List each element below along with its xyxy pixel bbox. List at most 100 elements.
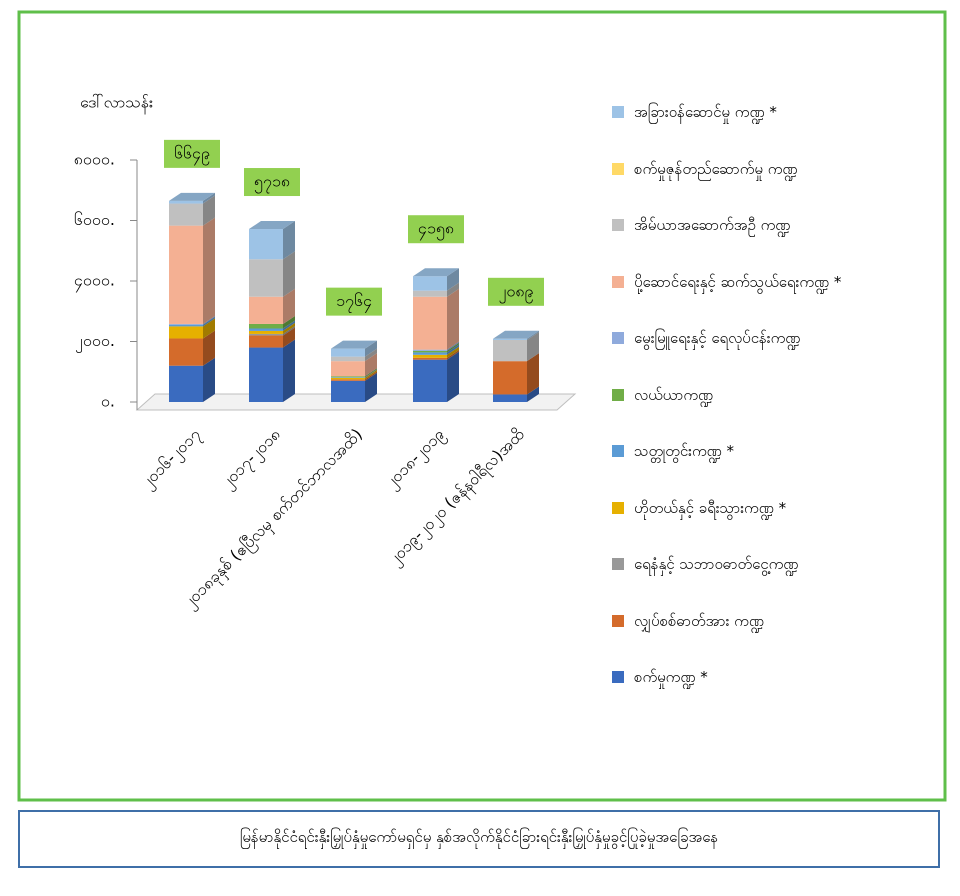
bar-segment: [493, 339, 527, 362]
bar-top: [331, 340, 377, 349]
bar-side: [447, 351, 459, 402]
bar-side: [283, 315, 295, 329]
bar-side: [203, 195, 215, 226]
legend-label: အခြားဝန်ဆောင်မှု ကဏ္ဍ *: [634, 103, 777, 121]
bar-side: [447, 282, 459, 297]
bar-segment: [169, 225, 203, 324]
bar-segment: [413, 357, 447, 360]
bar-side: [527, 330, 539, 340]
legend-swatch: [612, 558, 624, 570]
bar-side: [203, 315, 215, 325]
bar-side: [283, 325, 295, 336]
legend-item: လယ်ယာကဏ္ဍ: [612, 383, 902, 408]
legend-swatch: [612, 162, 624, 175]
bar-segment: [413, 276, 447, 291]
bar-segment: [249, 333, 283, 336]
bar-segment: [331, 380, 365, 402]
total-label: ၁၇၆၄: [336, 291, 372, 313]
legend-label: မွေးမြူရေးနှင့် ရေလုပ်ငန်းကဏ္ဍ: [634, 329, 801, 347]
y-tick-label: ၆၀၀၀.: [74, 210, 115, 229]
bar-side: [203, 192, 215, 204]
bar-side: [447, 349, 459, 360]
legend-item: စက်မှုကဏ္ဍ *: [612, 665, 902, 690]
bar-side: [203, 316, 215, 327]
legend-swatch: [612, 106, 624, 118]
total-box: [164, 139, 220, 168]
bar-side: [283, 327, 295, 348]
legend-item: စက်မှုဇုန်တည်ဆောက်မှု ကဏ္ဍ: [612, 157, 902, 182]
bar-segment: [249, 330, 283, 334]
bar-top: [413, 268, 459, 277]
bar-segment: [413, 350, 447, 353]
bar-segment: [331, 377, 365, 378]
bar-segment: [413, 349, 447, 351]
bar-side: [527, 353, 539, 395]
bar-segment: [331, 376, 365, 378]
bar-side: [365, 368, 377, 378]
legend-item: ဟိုတယ်နှင့် ခရီးသွားကဏ္ဍ *: [612, 496, 902, 521]
legend-label: အိမ်ယာအဆောက်အဦ ကဏ္ဍ: [634, 216, 791, 234]
legend-item: ရေနံနှင့် သဘာဝဓာတ်ငွေ့ကဏ္ဍ: [612, 552, 902, 577]
legend-label: လျှပ်စစ်ဓာတ်အား ကဏ္ဍ: [634, 611, 764, 630]
caption: မြန်မာနိုင်ငံရင်းနှီးမြှုပ်နှံမှုကော်မရှ…: [18, 810, 940, 868]
bar-side: [365, 369, 377, 378]
y-tick-label: ၈၀၀၀.: [74, 150, 115, 169]
legend-label: လယ်ယာကဏ္ဍ: [634, 385, 714, 404]
bar-segment: [249, 328, 283, 331]
total-box: [244, 168, 300, 197]
bar-side: [447, 288, 459, 350]
legend-label: စက်မှုကဏ္ဍ *: [634, 668, 708, 686]
bar-side: [527, 386, 539, 402]
bar-side: [365, 369, 377, 380]
bar-segment: [169, 326, 203, 339]
bar-segment: [493, 338, 527, 340]
bar-segment: [413, 290, 447, 297]
legend-swatch: [612, 332, 624, 344]
bar-segment: [331, 379, 365, 381]
bar-side: [283, 322, 295, 334]
bar-side: [203, 357, 215, 402]
bar-segment: [249, 259, 283, 297]
bar-segment: [169, 200, 203, 204]
bar-side: [365, 371, 377, 381]
bar-segment: [493, 361, 527, 395]
legend-swatch: [612, 388, 624, 401]
bar-side: [203, 217, 215, 324]
bar-side: [283, 339, 295, 402]
y-tick-label: ၂၀၀၀.: [75, 331, 115, 353]
bar-top: [169, 192, 215, 201]
legend-label: ဟိုတယ်နှင့် ခရီးသွားကဏ္ဍ *: [634, 498, 787, 517]
bar-side: [447, 341, 459, 351]
legend-item: အခြားဝန်ဆောင်မှု ကဏ္ဍ *: [612, 100, 902, 125]
legend-item: သတ္တုတွင်းကဏ္ဍ *: [612, 439, 902, 464]
total-box: [326, 287, 382, 316]
legend-item: မွေးမြူရေးနှင့် ရေလုပ်ငန်းကဏ္ဍ: [612, 326, 902, 351]
bar-segment: [493, 394, 527, 402]
legend-item: ပို့ဆောင်ရေးနှင့် ဆက်သွယ်ရေးကဏ္ဍ *: [612, 270, 902, 295]
legend-label: စက်မှုဇုန်တည်ဆောက်မှု ကဏ္ဍ: [634, 159, 798, 178]
total-label: ၆၆၄၉: [174, 143, 210, 165]
legend-swatch: [612, 671, 624, 683]
bar-segment: [413, 296, 447, 350]
bar-segment: [169, 338, 203, 366]
y-tick-label: ၄၀၀၀.: [74, 271, 115, 293]
bar-segment: [413, 354, 447, 358]
legend-swatch: [612, 614, 624, 627]
legend-item: လျှပ်စစ်ဓာတ်အား ကဏ္ဍ: [612, 609, 902, 634]
bar-side: [283, 320, 295, 331]
total-label: ၂၀၈၉: [499, 281, 534, 303]
bar-segment: [331, 348, 365, 357]
bar-side: [365, 348, 377, 362]
y-tick-label: ၀.: [101, 392, 115, 411]
bar-top: [493, 330, 539, 339]
bar-segment: [413, 359, 447, 402]
bar-segment: [169, 323, 203, 325]
bar-side: [447, 268, 459, 291]
legend-swatch: [612, 445, 624, 457]
bar-segment: [413, 352, 447, 355]
bar-segment: [249, 229, 283, 260]
bar-side: [447, 346, 459, 358]
legend-label: သတ္တုတွင်းကဏ္ဍ *: [634, 442, 735, 460]
legend-swatch: [612, 275, 624, 288]
